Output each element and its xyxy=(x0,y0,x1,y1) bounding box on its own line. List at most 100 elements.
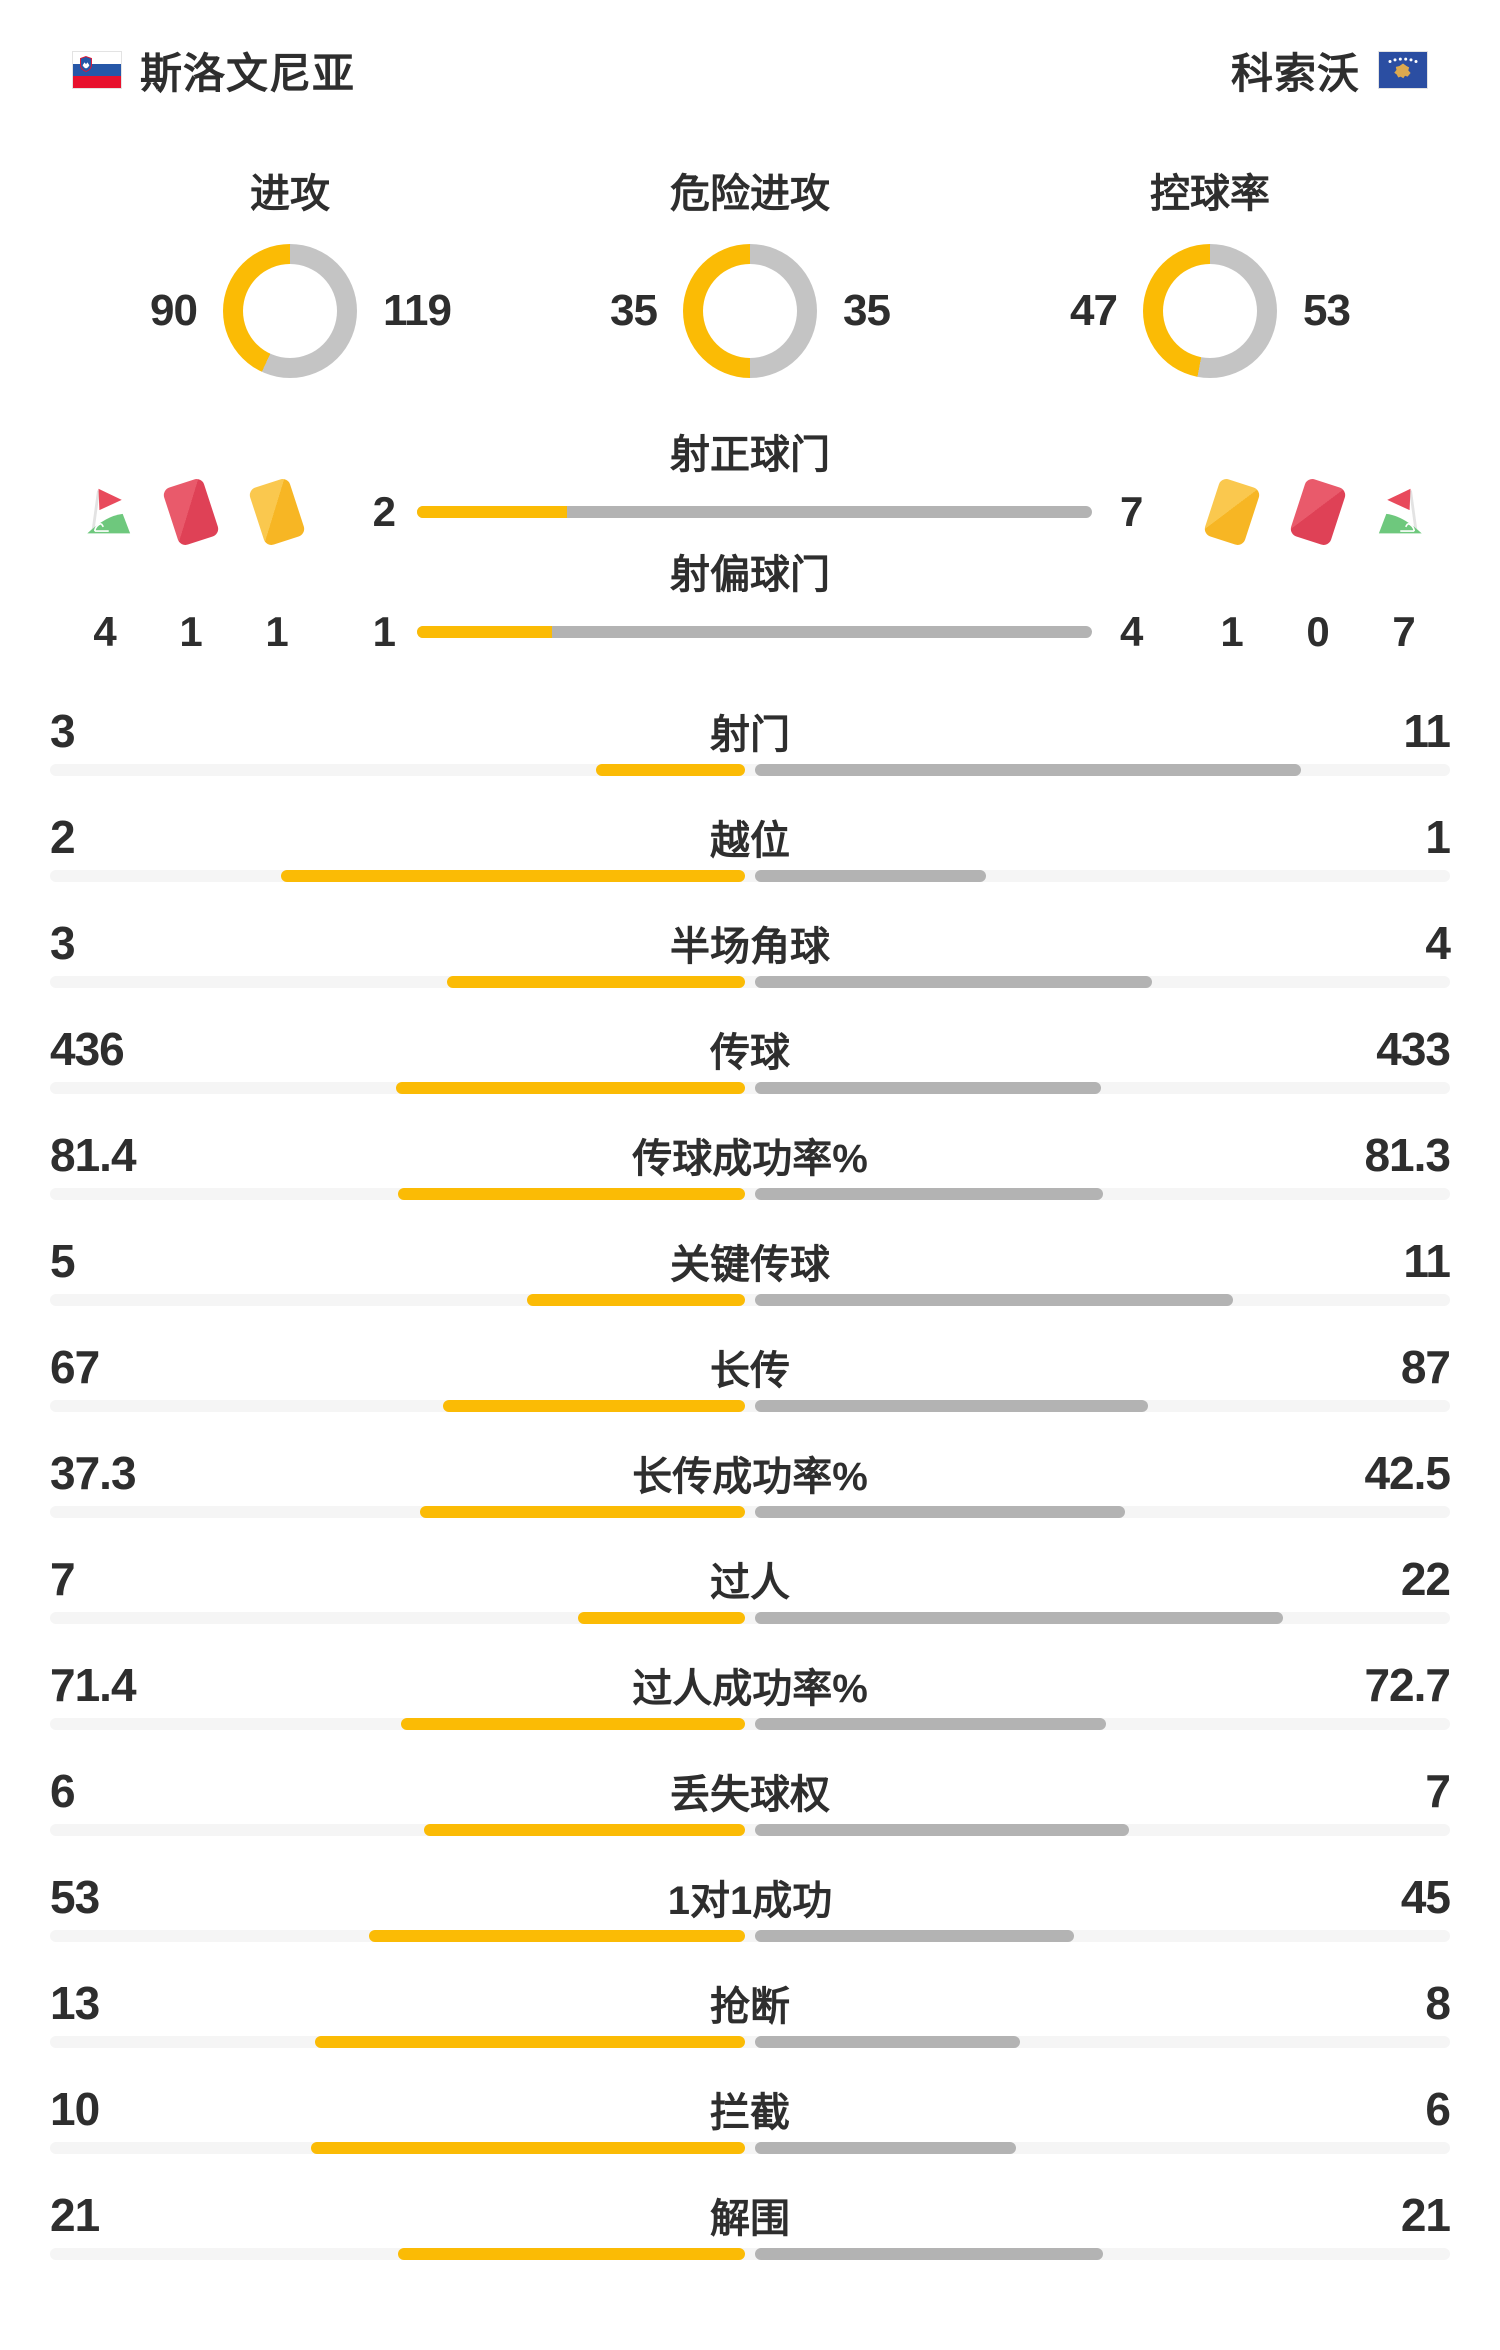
stat-bar xyxy=(50,2142,1450,2154)
stat-bar xyxy=(50,2036,1450,2048)
stat-bar xyxy=(50,1824,1450,1836)
away-red-card-count: 0 xyxy=(1306,608,1330,655)
home-yellow-card-count: 1 xyxy=(265,608,289,655)
home-value: 3 xyxy=(50,917,76,969)
stat-bar xyxy=(50,1400,1450,1412)
stat-label: 传球成功率% xyxy=(632,1137,868,1181)
away-value: 87 xyxy=(1400,1341,1451,1393)
stat-bar xyxy=(50,1506,1450,1518)
donut-dangerous-attacks: 危险进攻 35 35 xyxy=(520,172,980,378)
stat-label: 抢断 xyxy=(710,1985,790,2029)
stat-row-tackles: 13 抢断 8 xyxy=(50,1977,1451,2084)
donut-chart xyxy=(1143,244,1277,378)
stat-row-pass-accuracy: 81.4 传球成功率% 81.3 xyxy=(50,1129,1451,1236)
stat-row-clearances: 21 解围 21 xyxy=(50,2189,1451,2296)
stat-label: 半场角球 xyxy=(670,925,830,969)
home-discipline-counts: 4 1 1 xyxy=(62,608,320,656)
home-value: 67 xyxy=(50,1341,100,1393)
donut-away-value: 119 xyxy=(383,286,452,335)
donut-home-value: 90 xyxy=(150,286,198,335)
donut-label: 控球率 xyxy=(1150,172,1270,216)
home-value: 5 xyxy=(50,1235,76,1287)
shots-off-target-bar xyxy=(417,626,1092,638)
stat-label: 越位 xyxy=(710,819,790,863)
corner-flag-icon xyxy=(78,485,132,539)
home-corner-count: 4 xyxy=(93,608,117,655)
stat-row-offsides: 2 越位 1 xyxy=(50,811,1451,918)
stat-label: 长传 xyxy=(710,1349,790,1393)
match-header: 斯洛文尼亚 科索沃 xyxy=(0,0,1500,97)
donut-label: 进攻 xyxy=(250,172,330,216)
shots-on-home-value: 2 xyxy=(372,488,396,535)
shots-on-target-row: 2 7 xyxy=(0,476,1500,548)
away-value: 45 xyxy=(1400,1871,1451,1923)
shots-on-away-value: 7 xyxy=(1120,488,1143,535)
shots-off-away-value: 4 xyxy=(1120,608,1143,655)
home-value: 3 xyxy=(50,705,76,757)
red-card-icon xyxy=(161,476,221,548)
shots-off-target-row: 4 1 1 1 4 1 0 7 xyxy=(0,597,1500,667)
stat-row-shots: 3 射门 11 xyxy=(50,705,1451,812)
away-corner-count: 7 xyxy=(1392,608,1416,655)
away-value: 7 xyxy=(1425,1765,1451,1817)
stat-bar xyxy=(50,1930,1450,1942)
away-discipline-counts: 1 0 7 xyxy=(1189,608,1447,656)
home-value: 436 xyxy=(50,1023,125,1075)
stat-row-dribble-success: 71.4 过人成功率% 72.7 xyxy=(50,1659,1451,1766)
donut-away-value: 53 xyxy=(1303,286,1351,335)
donut-home-value: 35 xyxy=(610,286,658,335)
stat-label: 长传成功率% xyxy=(632,1455,868,1499)
home-value: 37.3 xyxy=(50,1447,137,1499)
home-value: 71.4 xyxy=(50,1659,137,1711)
away-value: 6 xyxy=(1425,2083,1451,2135)
away-value: 4 xyxy=(1425,917,1451,969)
stat-label: 射门 xyxy=(710,713,790,757)
stat-row-dispossessed: 6 丢失球权 7 xyxy=(50,1765,1451,1872)
stat-label: 关键传球 xyxy=(670,1243,830,1287)
shots-on-target-bar xyxy=(417,506,1092,518)
home-value: 13 xyxy=(50,1977,100,2029)
stat-row-half-corners: 3 半场角球 4 xyxy=(50,917,1451,1024)
stat-label: 拦截 xyxy=(710,2091,790,2135)
away-value: 8 xyxy=(1425,1977,1451,2029)
stat-label: 丢失球权 xyxy=(670,1773,830,1817)
stat-row-key-passes: 5 关键传球 11 xyxy=(50,1235,1451,1342)
away-discipline-icons xyxy=(1189,476,1447,548)
yellow-card-icon xyxy=(247,476,307,548)
kosovo-flag-icon xyxy=(1378,51,1428,89)
stat-label: 传球 xyxy=(710,1031,790,1075)
slovenia-flag-icon xyxy=(72,51,122,89)
shots-section: 射正球门 2 7 xyxy=(0,433,1500,667)
stat-row-interceptions: 10 拦截 6 xyxy=(50,2083,1451,2190)
stat-bar xyxy=(50,1294,1450,1306)
away-value: 1 xyxy=(1425,811,1451,863)
donut-chart xyxy=(223,244,357,378)
away-value: 81.3 xyxy=(1364,1129,1451,1181)
stat-bar xyxy=(50,870,1450,882)
away-team: 科索沃 xyxy=(1231,40,1428,101)
home-discipline-icons xyxy=(62,476,320,548)
home-value: 6 xyxy=(50,1765,76,1817)
stats-list: 3 射门 11 2 越位 1 3 半场角球 xyxy=(0,705,1500,2296)
shots-on-target-label: 射正球门 xyxy=(670,433,830,477)
shots-off-home-value: 1 xyxy=(372,608,396,655)
stat-row-long-balls: 67 长传 87 xyxy=(50,1341,1451,1448)
home-value: 53 xyxy=(50,1871,100,1923)
donut-home-value: 47 xyxy=(1070,286,1118,335)
away-value: 11 xyxy=(1403,705,1451,757)
home-value: 2 xyxy=(50,811,76,863)
stat-bar xyxy=(50,764,1450,776)
home-red-card-count: 1 xyxy=(179,608,203,655)
home-team-name: 斯洛文尼亚 xyxy=(140,49,356,97)
away-value: 42.5 xyxy=(1364,1447,1451,1499)
donut-attacks: 进攻 90 119 xyxy=(60,172,520,378)
summary-donuts: 进攻 90 119 危险进攻 35 35 控球率 47 53 xyxy=(0,172,1500,378)
home-value: 81.4 xyxy=(50,1129,137,1181)
stat-row-passes: 436 传球 433 xyxy=(50,1023,1451,1130)
donut-chart xyxy=(683,244,817,378)
donut-away-value: 35 xyxy=(843,286,891,335)
stat-label: 过人 xyxy=(710,1561,790,1605)
stat-bar xyxy=(50,1188,1450,1200)
away-value: 22 xyxy=(1400,1553,1451,1605)
